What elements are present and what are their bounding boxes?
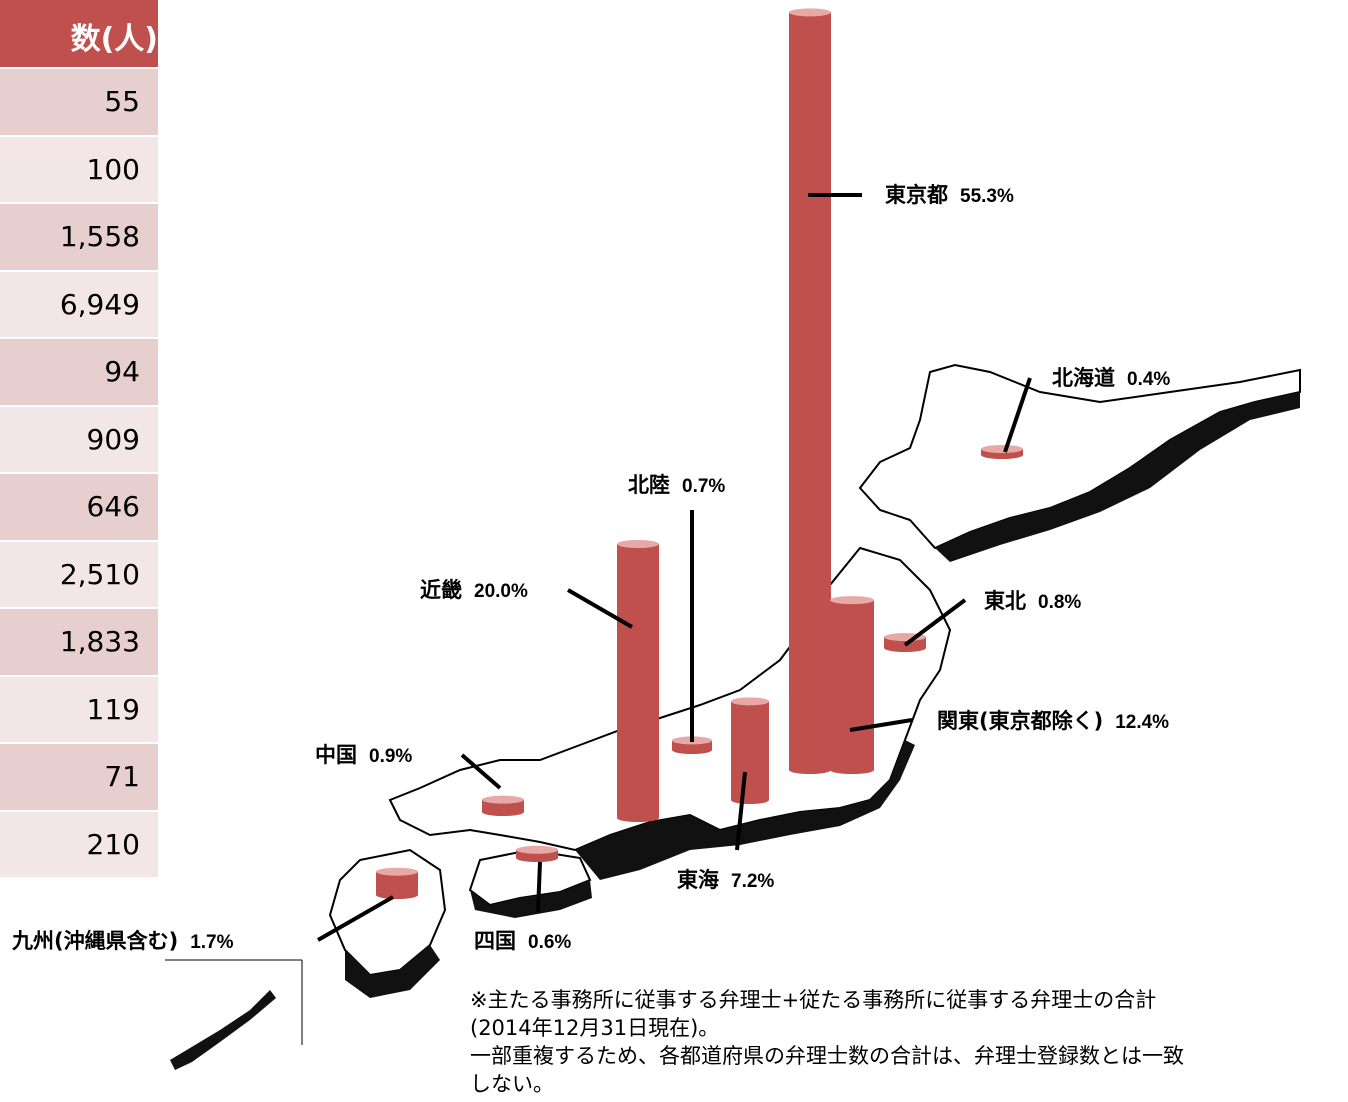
bar-base xyxy=(830,766,874,774)
region-value: 0.9% xyxy=(369,746,412,767)
region-label: 中国 0.9% xyxy=(315,743,412,767)
region-value: 12.4% xyxy=(1115,712,1169,733)
region-value: 7.2% xyxy=(731,871,774,892)
region-label: 東海 7.2% xyxy=(677,868,774,892)
region-name: 近畿 xyxy=(420,578,462,602)
table-row: 2,510 xyxy=(0,539,158,607)
region-label: 近畿 20.0% xyxy=(420,578,528,602)
bar-body xyxy=(516,849,558,858)
leader-line xyxy=(1003,377,1032,453)
region-name: 九州(沖縄県含む) xyxy=(11,929,178,953)
region-value: 55.3% xyxy=(960,186,1014,207)
bar-base xyxy=(981,451,1023,459)
region-value: 1.7% xyxy=(190,932,233,953)
region-value: 0.4% xyxy=(1127,369,1170,390)
bar-0 xyxy=(789,8,831,774)
bar-base xyxy=(672,746,712,754)
labels-layer: 東京都 55.3% 北海道 0.4% 北陸 0.7% 近畿 20.0% 東北 0.8% 関東(東京都… xyxy=(11,183,1170,953)
region-value: 0.6% xyxy=(528,932,571,953)
region-value: 0.8% xyxy=(1038,592,1081,613)
bar-5 xyxy=(830,596,874,774)
bar-2 xyxy=(672,736,712,754)
bar-8 xyxy=(516,845,558,862)
bars-layer xyxy=(376,8,1023,899)
bar-base xyxy=(482,808,524,816)
region-value: 0.7% xyxy=(682,476,725,497)
bar-cap xyxy=(789,8,831,17)
bar-cap xyxy=(376,867,418,876)
table-row: 6,949 xyxy=(0,269,158,337)
bar-body xyxy=(376,871,418,895)
leader-line xyxy=(735,771,747,851)
region-name: 四国 xyxy=(474,929,516,953)
patent-attorney-count-table: 数(人) 55 100 1,558 6,949 94 909 646 2,510 1,833 11… xyxy=(0,0,158,877)
region-name: 中国 xyxy=(315,743,357,767)
footnote-line-2: (2014年12月31日現在)。 xyxy=(470,1016,720,1040)
region-name: 北海道 xyxy=(1052,366,1115,390)
bar-body xyxy=(789,12,831,770)
table-row: 119 xyxy=(0,674,158,742)
table-row: 94 xyxy=(0,337,158,405)
bar-1 xyxy=(981,445,1023,459)
table-header: 数(人) xyxy=(0,0,158,67)
bar-9 xyxy=(376,867,418,899)
region-label: 北海道 0.4% xyxy=(1052,366,1170,390)
footnote-line-1: ※主たる事務所に従事する弁理士+従たる事務所に従事する弁理士の合計 xyxy=(470,988,1157,1012)
hokkaido-shape xyxy=(858,363,1301,550)
bar-cap xyxy=(516,845,558,854)
table-rows: 55 100 1,558 6,949 94 909 646 2,510 1,833 119 71 21… xyxy=(0,67,158,877)
bar-3 xyxy=(617,540,659,822)
leader-line xyxy=(849,718,913,732)
bar-cap xyxy=(830,596,874,605)
table-row: 909 xyxy=(0,404,158,472)
bar-base xyxy=(617,814,659,822)
region-name: 東京都 xyxy=(885,183,948,207)
bar-body xyxy=(672,740,712,750)
footnote-line-4: しない。 xyxy=(470,1072,554,1096)
leader-line xyxy=(536,861,542,913)
region-value: 20.0% xyxy=(474,581,528,602)
bar-cap xyxy=(731,697,769,706)
bar-body xyxy=(617,544,659,818)
bar-7 xyxy=(731,697,769,804)
leader-line xyxy=(566,588,634,629)
table-row: 55 xyxy=(0,67,158,135)
bar-body xyxy=(731,701,769,800)
region-label: 北陸 0.7% xyxy=(628,473,725,497)
bar-base xyxy=(376,891,418,899)
region-label: 四国 0.6% xyxy=(474,929,571,953)
region-name: 関東(東京都除く) xyxy=(937,709,1103,733)
map-outline xyxy=(165,363,1301,1070)
table-row: 646 xyxy=(0,472,158,540)
bar-base xyxy=(789,766,831,774)
bar-6 xyxy=(482,795,524,816)
table-row: 210 xyxy=(0,809,158,877)
region-label: 東北 0.8% xyxy=(984,589,1081,613)
bar-cap xyxy=(981,445,1023,453)
leader-lines xyxy=(317,193,1032,942)
table-row: 1,558 xyxy=(0,202,158,270)
bar-body xyxy=(830,600,874,770)
bar-base xyxy=(516,854,558,862)
table-row: 100 xyxy=(0,134,158,202)
leader-line xyxy=(317,895,394,942)
region-name: 東海 xyxy=(677,868,719,892)
bar-base xyxy=(884,644,926,652)
footnote: ※主たる事務所に従事する弁理士+従たる事務所に従事する弁理士の合計 (2014年… xyxy=(470,986,1346,1098)
table-row: 1,833 xyxy=(0,607,158,675)
region-label: 関東(東京都除く) 12.4% xyxy=(937,709,1169,733)
bar-base xyxy=(731,796,769,804)
region-name: 北陸 xyxy=(628,473,670,497)
region-label: 東京都 55.3% xyxy=(885,183,1014,207)
bar-cap xyxy=(617,540,659,548)
region-name: 東北 xyxy=(984,589,1026,613)
footnote-line-3: 一部重複するため、各都道府県の弁理士数の合計は、弁理士登録数とは一致 xyxy=(470,1044,1184,1068)
leader-line xyxy=(903,598,967,647)
region-label: 九州(沖縄県含む) 1.7% xyxy=(11,929,234,953)
leader-line xyxy=(460,753,502,790)
bar-cap xyxy=(482,795,524,804)
table-row: 71 xyxy=(0,742,158,810)
